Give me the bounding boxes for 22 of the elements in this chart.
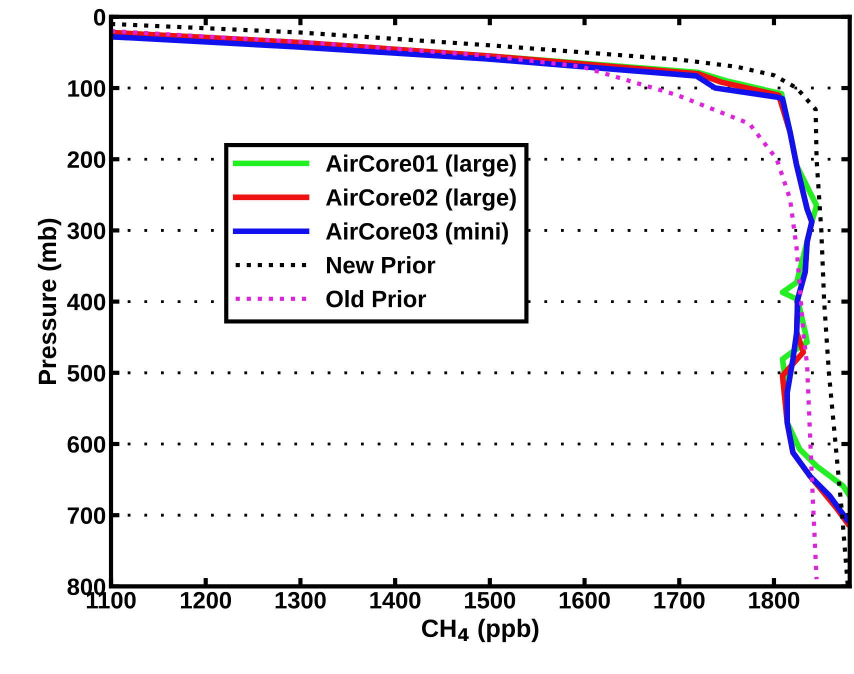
x-tick-label: 1500 bbox=[465, 592, 516, 609]
x-tick-label: 1600 bbox=[560, 592, 610, 609]
y-tick-label: 600 bbox=[68, 436, 106, 453]
legend-label: AirCore03 (mini) bbox=[326, 222, 508, 244]
x-tick-label: 1700 bbox=[654, 592, 705, 609]
y-tick-label: 400 bbox=[67, 294, 106, 310]
x-tick-label: 1800 bbox=[749, 592, 800, 609]
legend-label: AirCore02 (large) bbox=[326, 188, 516, 211]
y-tick-label: 200 bbox=[68, 151, 106, 168]
x-tick-label: 1400 bbox=[370, 592, 420, 609]
y-tick-label: 500 bbox=[67, 364, 106, 382]
y-tick-label: 100 bbox=[68, 80, 106, 97]
y-tick-label: 0 bbox=[94, 8, 106, 26]
y-axis-title: Pressure (mb) bbox=[38, 218, 62, 384]
legend-label: New Prior bbox=[326, 256, 436, 274]
y-tick-label: 700 bbox=[68, 507, 106, 524]
x-axis-title: CH$_{4}$ (ppb) bbox=[422, 618, 538, 642]
legend-label: AirCore01 (large) bbox=[326, 154, 516, 177]
legend-label: Old Prior bbox=[326, 290, 426, 308]
x-tick-label: 1200 bbox=[180, 592, 232, 609]
y-tick-label: 300 bbox=[67, 222, 106, 240]
x-tick-label: 1300 bbox=[276, 592, 326, 609]
